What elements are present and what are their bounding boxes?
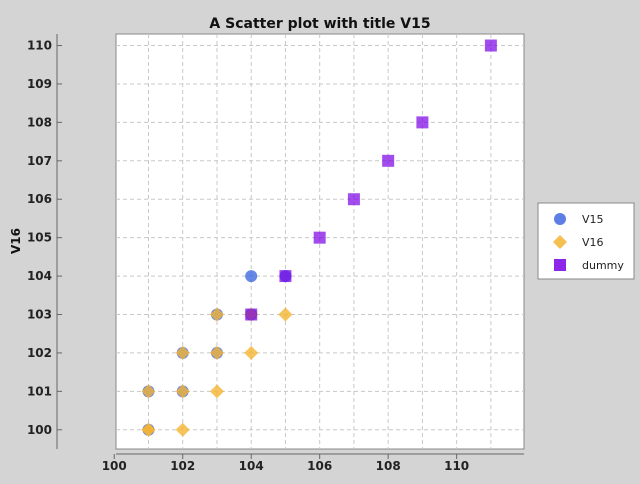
y-axis-label: V16 [9,228,23,254]
x-tick-label: 102 [170,459,195,473]
legend-item-v15: V15 [554,213,604,226]
legend-marker [554,259,566,271]
data-point [416,116,429,129]
data-point [175,384,190,399]
y-tick-label: 108 [27,115,52,129]
legend-item-dummy: dummy [554,259,624,272]
legend: V15 V16 dummy [537,202,635,280]
data-point [141,384,156,399]
data-point [245,308,258,321]
y-tick-label: 100 [27,423,52,437]
x-tick-labels: 100 102 104 106 108 110 [102,459,469,473]
data-point [245,270,258,283]
data-point [484,39,497,52]
y-tick-label: 103 [27,308,52,322]
x-tick-label: 104 [239,459,264,473]
x-tick-label: 110 [444,459,469,473]
data-point [209,345,224,360]
data-point [347,193,360,206]
y-tick-label: 106 [27,192,52,206]
series-dummy [245,39,497,321]
data-point [209,384,224,399]
x-tick-label: 108 [376,459,401,473]
data-point [313,231,326,244]
grid-lines [116,34,524,449]
legend-label: dummy [582,259,624,272]
data-point [141,422,156,437]
legend-marker [553,235,567,249]
legend-label: V16 [582,236,604,249]
y-tick-label: 109 [27,77,52,91]
legend-label: V15 [582,213,604,226]
y-tick-label: 110 [27,39,52,53]
data-point [175,422,190,437]
y-tick-label: 102 [27,346,52,360]
y-tick-label: 104 [27,269,52,283]
axes [56,34,524,459]
y-tick-label: 101 [27,384,52,398]
data-point [278,307,293,322]
x-tick-label: 106 [307,459,332,473]
x-tick-label: 100 [102,459,127,473]
legend-marker [554,213,566,225]
chart-title: A Scatter plot with title V15 [209,16,430,32]
series-v16 [141,307,293,437]
y-tick-label: 107 [27,154,52,168]
y-tick-label: 105 [27,231,52,245]
legend-item-v16: V16 [553,235,604,249]
data-point [244,345,259,360]
data-point [279,270,292,283]
data-point [209,307,224,322]
y-tick-labels: 100 101 102 103 104 105 106 107 108 109 110 [27,39,52,437]
data-point [175,345,190,360]
data-point [382,154,395,167]
data-points [141,39,497,437]
